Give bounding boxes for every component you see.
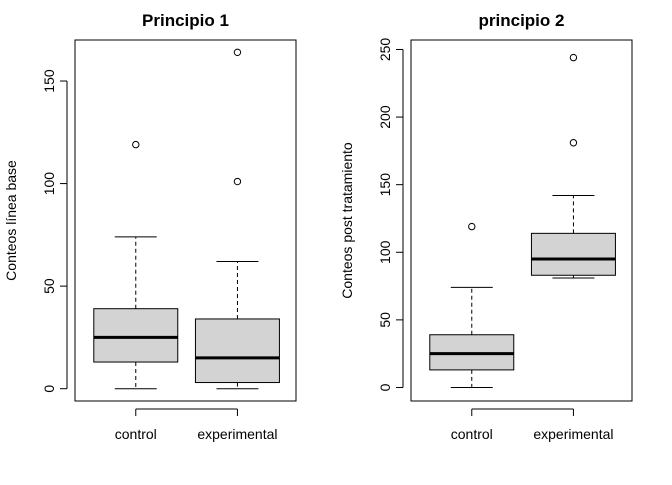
chart-title: principio 2: [479, 11, 565, 30]
outlier-point: [569, 53, 578, 62]
chart-panel-2: principio 2 0 50 100 150 200 250 Conteos post t…: [339, 11, 633, 442]
iqr-box: [93, 308, 179, 363]
y-tick-label: 100: [41, 172, 57, 196]
y-tick-label: 150: [41, 69, 57, 93]
y-tick-label: 0: [377, 383, 393, 391]
box-control: [429, 222, 515, 388]
outlier-point: [468, 222, 476, 231]
box-control: [93, 140, 179, 390]
x-tick-label: control: [115, 426, 157, 442]
outlier-point: [233, 48, 242, 57]
chart-panel-1: Principio 1 0 50 100 150 Conteos línea base co…: [3, 11, 297, 442]
y-tick-label: 0: [41, 385, 57, 393]
y-tick-label: 250: [377, 38, 393, 62]
y-tick-label: 100: [377, 240, 393, 264]
y-tick-label: 50: [41, 278, 57, 294]
y-axis-label: Conteos línea base: [3, 160, 19, 281]
outlier-point: [569, 139, 578, 147]
box-experimental: [194, 48, 280, 390]
outlier-point: [132, 140, 140, 149]
y-tick-label: 150: [377, 173, 393, 197]
box-experimental: [530, 53, 616, 279]
x-tick-label: control: [451, 426, 493, 442]
plot-frame: [410, 39, 633, 402]
plot-frame: [74, 39, 297, 402]
x-tick-label: experimental: [197, 426, 277, 442]
iqr-box: [194, 318, 280, 384]
x-tick-label: experimental: [533, 426, 613, 442]
y-tick-label: 50: [377, 312, 393, 328]
chart-title: Principio 1: [142, 11, 229, 30]
y-axis-label: Conteos post tratamiento: [339, 142, 355, 299]
outlier-point: [233, 177, 242, 186]
iqr-box: [530, 232, 616, 276]
y-tick-label: 200: [377, 105, 393, 129]
